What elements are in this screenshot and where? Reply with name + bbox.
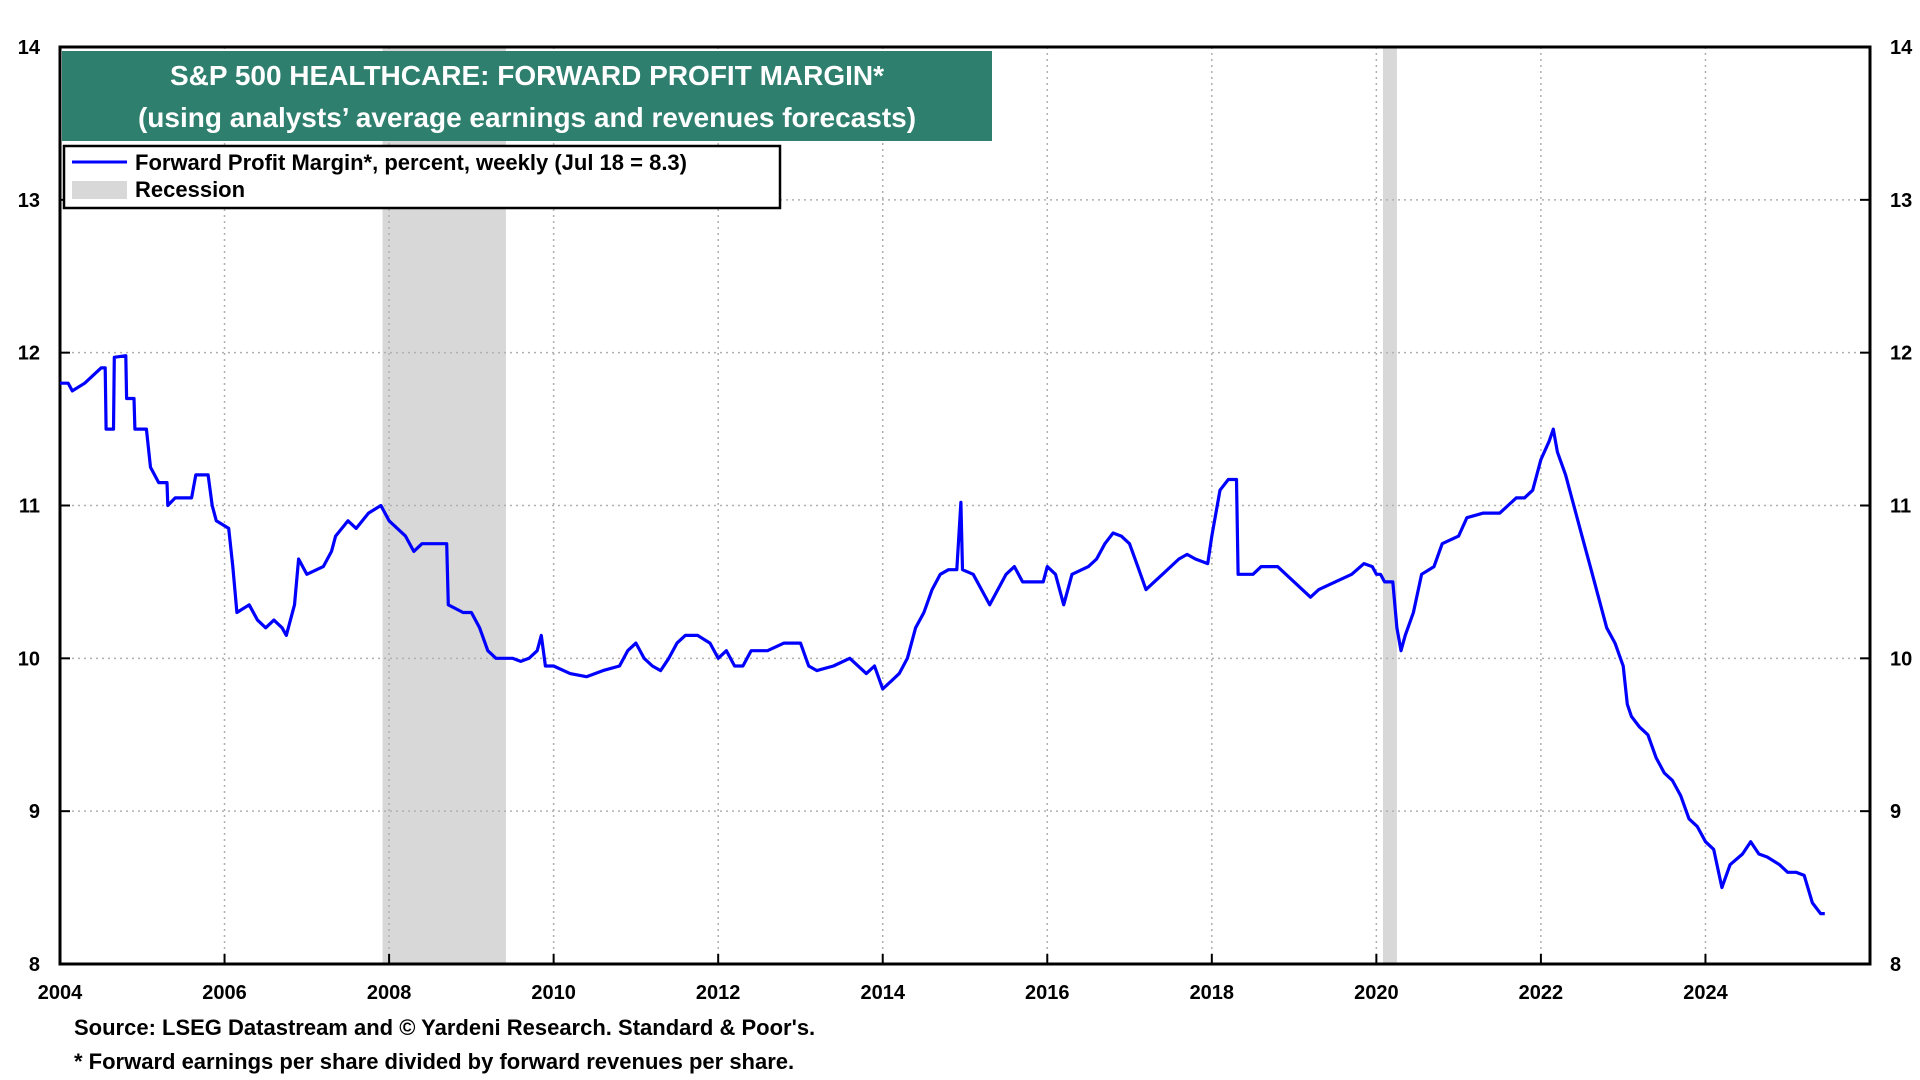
series-line-forward-profit-margin bbox=[60, 354, 1825, 916]
legend-box bbox=[62, 144, 782, 210]
y-tick-label-right: 11 bbox=[1890, 496, 1911, 518]
chart-title: S&P 500 HEALTHCARE: FORWARD PROFIT MARGI… bbox=[170, 60, 884, 91]
y-tick-label-right: 12 bbox=[1890, 343, 1912, 365]
x-tick-label: 2010 bbox=[531, 982, 576, 1004]
y-tick-label-left: 12 bbox=[18, 343, 40, 365]
x-tick-label: 2020 bbox=[1354, 982, 1399, 1004]
y-tick-label-left: 9 bbox=[29, 801, 40, 823]
footnote: * Forward earnings per share divided by … bbox=[74, 1049, 795, 1074]
series-layer bbox=[60, 354, 1825, 916]
x-tick-label: 2006 bbox=[202, 982, 247, 1004]
recession-band-1 bbox=[1382, 47, 1397, 964]
y-tick-label-right: 10 bbox=[1890, 648, 1912, 670]
x-tick-label: 2008 bbox=[367, 982, 412, 1004]
axis-ticks: 8 8 9 9 10 10 11 11 12 12 13 13 14 14 2004 2006 2008 2010… bbox=[18, 37, 1913, 1004]
title-background bbox=[62, 51, 992, 141]
y-tick-label-left: 11 bbox=[19, 496, 40, 518]
x-tick-label: 2022 bbox=[1519, 982, 1564, 1004]
legend-label-recession: Recession bbox=[135, 177, 245, 202]
x-tick-label: 2018 bbox=[1190, 982, 1235, 1004]
x-tick-label: 2012 bbox=[696, 982, 741, 1004]
x-tick-label: 2024 bbox=[1683, 982, 1728, 1004]
source-note: Source: LSEG Datastream and © Yardeni Re… bbox=[74, 1015, 816, 1040]
legend: Forward Profit Margin*, percent, weekly … bbox=[62, 144, 782, 210]
x-tick-label: 2016 bbox=[1025, 982, 1070, 1004]
legend-label-margin: Forward Profit Margin*, percent, weekly … bbox=[135, 150, 687, 175]
x-tick-label: 2014 bbox=[860, 982, 905, 1004]
chart-subtitle: (using analysts’ average earnings and re… bbox=[138, 102, 916, 133]
y-tick-label-left: 10 bbox=[18, 648, 40, 670]
title-box: S&P 500 HEALTHCARE: FORWARD PROFIT MARGI… bbox=[62, 51, 992, 141]
y-tick-label-left: 8 bbox=[29, 954, 40, 976]
y-tick-label-right: 9 bbox=[1890, 801, 1901, 823]
y-tick-label-left: 13 bbox=[18, 190, 40, 212]
x-tick-label: 2004 bbox=[38, 982, 83, 1004]
y-tick-label-right: 14 bbox=[1890, 37, 1913, 59]
y-tick-label-left: 14 bbox=[18, 37, 41, 59]
legend-recession-swatch bbox=[72, 181, 127, 199]
y-tick-label-right: 13 bbox=[1890, 190, 1912, 212]
y-tick-label-right: 8 bbox=[1890, 954, 1901, 976]
